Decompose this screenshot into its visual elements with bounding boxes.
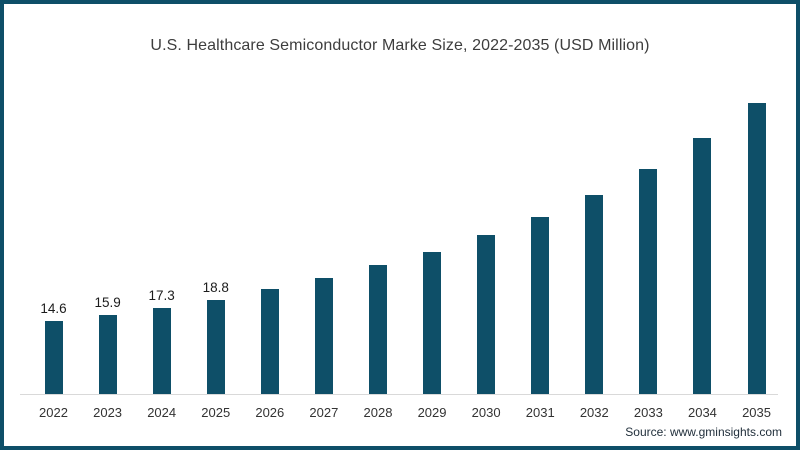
bar-2023 xyxy=(98,314,117,394)
bar-2024 xyxy=(152,307,171,394)
bar-2026 xyxy=(260,289,279,394)
x-tick-2027: 2027 xyxy=(309,405,339,420)
data-label-2025: 18.8 xyxy=(202,280,229,295)
x-tick-2034: 2034 xyxy=(687,405,717,420)
bar-2028 xyxy=(368,265,387,394)
x-tick-2026: 2026 xyxy=(255,405,285,420)
x-tick-2024: 2024 xyxy=(147,405,177,420)
plot-area: 14.6 2022 15.9 2023 17.3 2024 18.8 2025 2026 2027… xyxy=(20,4,778,420)
source-note: Source: www.gminsights.com xyxy=(625,425,782,439)
x-tick-2035: 2035 xyxy=(742,405,771,420)
bar-2030 xyxy=(477,235,496,394)
chart-title: U.S. Healthcare Semiconductor Marke Size… xyxy=(150,37,650,54)
bar-2033 xyxy=(639,169,658,394)
bar-2035 xyxy=(747,103,766,394)
bar-2027 xyxy=(314,278,333,394)
x-tick-2023: 2023 xyxy=(93,405,123,420)
x-tick-2028: 2028 xyxy=(363,405,393,420)
x-tick-2029: 2029 xyxy=(417,405,447,420)
bar-2031 xyxy=(531,217,550,394)
x-tick-2025: 2025 xyxy=(201,405,231,420)
data-label-2022: 14.6 xyxy=(40,301,67,316)
bar-2034 xyxy=(693,138,712,394)
bar-2029 xyxy=(423,251,442,394)
bar-2032 xyxy=(585,195,604,394)
x-tick-2030: 2030 xyxy=(471,405,501,420)
bar-2025 xyxy=(206,300,225,394)
x-tick-2033: 2033 xyxy=(633,405,663,420)
x-tick-2022: 2022 xyxy=(39,405,68,420)
data-label-2024: 17.3 xyxy=(148,287,175,303)
x-tick-2032: 2032 xyxy=(579,405,609,420)
data-label-2023: 15.9 xyxy=(94,294,121,310)
x-tick-2031: 2031 xyxy=(525,405,555,420)
bar-2022 xyxy=(44,321,63,394)
